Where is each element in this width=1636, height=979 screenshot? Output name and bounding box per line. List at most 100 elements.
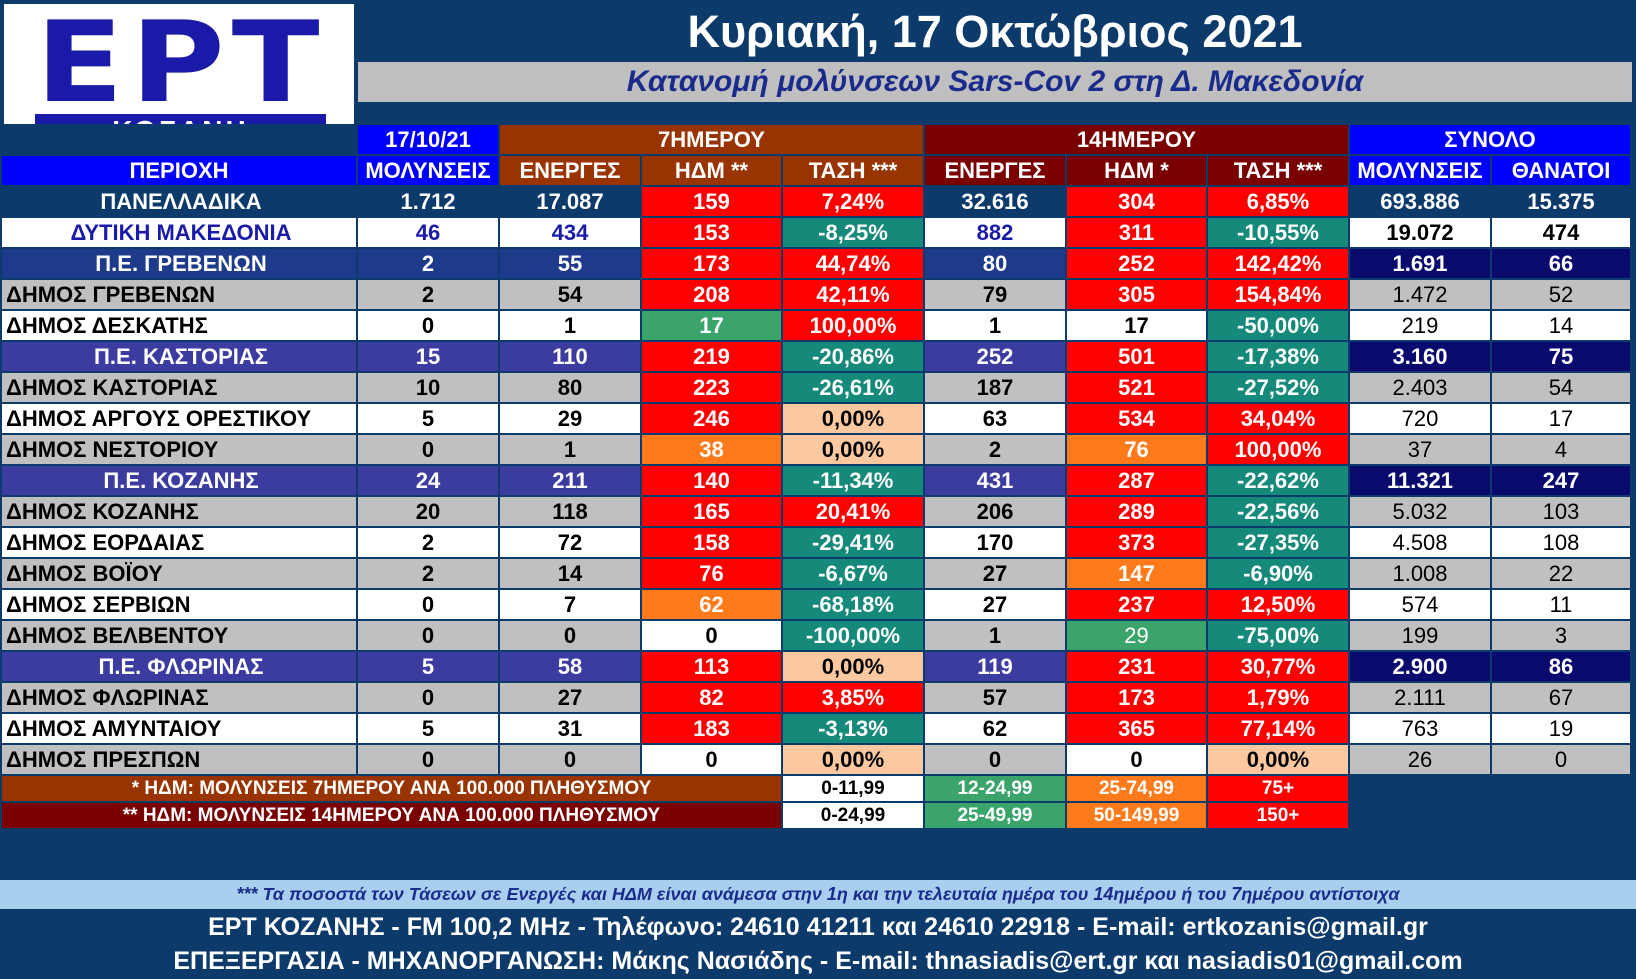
data-cell: 22 [1490,557,1632,590]
blank-cell [1349,775,1631,802]
data-cell: 27 [923,588,1067,621]
data-cell: 26 [1348,743,1492,776]
legend-range: 0-24,99 [781,801,925,830]
data-cell: 58 [498,650,642,683]
data-cell: 119 [923,650,1067,683]
data-cell: 72 [498,526,642,559]
col-header: ΗΔΜ * [1065,154,1208,187]
data-cell: 304 [1065,185,1208,218]
data-cell: 140 [640,464,783,497]
data-cell: 237 [1065,588,1208,621]
data-cell: 2 [356,526,500,559]
region-name: ΔΗΜΟΣ ΑΡΓΟΥΣ ΟΡΕΣΤΙΚΟΥ [0,402,358,435]
data-cell: 4 [1490,433,1632,466]
data-cell: 80 [923,247,1067,280]
col-header: ΗΔΜ ** [640,154,783,187]
blank-cell [1,124,357,155]
data-cell: 108 [1490,526,1632,559]
legend-label: ** ΗΔΜ: ΜΟΛΥΝΣΕΙΣ 14ΗΜΕΡΟΥ ΑΝΑ 100.000 Π… [0,801,783,830]
data-cell: 75 [1490,340,1632,373]
region-name: ΔΗΜΟΣ ΕΟΡΔΑΙΑΣ [0,526,358,559]
data-cell: 118 [498,495,642,528]
data-cell: 1 [923,619,1067,652]
region-name: ΔΗΜΟΣ ΣΕΡΒΙΩΝ [0,588,358,621]
blank-cell [1349,802,1631,829]
data-cell: 247 [1490,464,1632,497]
data-cell: -17,38% [1206,340,1350,373]
data-cell: 3,85% [781,681,925,714]
data-cell: 3.160 [1348,340,1492,373]
legend-range: 25-74,99 [1065,774,1208,803]
data-cell: 79 [923,278,1067,311]
data-cell: 15.375 [1490,185,1632,218]
data-cell: 206 [923,495,1067,528]
table-row: ΔΥΤΙΚΗ ΜΑΚΕΔΟΝΙΑ 46 434 153 -8,25% 882 311 -10,… [0,216,1632,249]
data-cell: -6,67% [781,557,925,590]
data-cell: 501 [1065,340,1208,373]
data-cell: 0,00% [1206,743,1350,776]
data-cell: 42,11% [781,278,925,311]
data-cell: 6,85% [1206,185,1350,218]
data-cell: 52 [1490,278,1632,311]
data-cell: 37 [1348,433,1492,466]
data-cell: 0 [356,619,500,652]
data-cell: 158 [640,526,783,559]
data-cell: -27,35% [1206,526,1350,559]
data-cell: -10,55% [1206,216,1350,249]
data-cell: 0 [1490,743,1632,776]
table-row: Π.Ε. ΦΛΩΡΙΝΑΣ 5 58 113 0,00% 119 231 30,77% 2.90… [0,650,1632,683]
region-name: ΔΗΜΟΣ ΒΟΪΟΥ [0,557,358,590]
data-cell: 0,00% [781,650,925,683]
data-cell: 231 [1065,650,1208,683]
table-row: ΔΗΜΟΣ ΕΟΡΔΑΙΑΣ 2 72 158 -29,41% 170 373 -27,35%… [0,526,1632,559]
data-cell: 11.321 [1348,464,1492,497]
data-cell: 77,14% [1206,712,1350,745]
covid-table: 17/10/21 7ΗΜΕΡΟΥ 14ΗΜΕΡΟΥ ΣΥΝΟΛΟ ΠΕΡΙΟΧΗ… [0,123,1632,830]
data-cell: 1 [498,433,642,466]
data-cell: 63 [923,402,1067,435]
data-cell: 20 [356,495,500,528]
data-cell: 534 [1065,402,1208,435]
col-header: ΜΟΛΥΝΣΕΙΣ [356,154,500,187]
data-cell: 219 [1348,309,1492,342]
data-cell: -3,13% [781,712,925,745]
data-cell: 170 [923,526,1067,559]
data-cell: 574 [1348,588,1492,621]
table-row: ΠΑΝΕΛΛΑΔΙΚΑ 1.712 17.087 159 7,24% 32.616 304 6… [0,185,1632,218]
data-cell: 159 [640,185,783,218]
data-cell: 365 [1065,712,1208,745]
legend-range: 75+ [1206,774,1350,803]
data-cell: 17.087 [498,185,642,218]
legend-row: * ΗΔΜ: ΜΟΛΥΝΣΕΙΣ 7ΗΜΕΡΟΥ ΑΝΑ 100.000 ΠΛΗ… [0,774,1631,803]
page-subtitle: Κατανομή μολύνσεων Sars-Cov 2 στη Δ. Μακ… [358,62,1632,102]
data-cell: 373 [1065,526,1208,559]
data-cell: 17 [1490,402,1632,435]
data-cell: 1.691 [1348,247,1492,280]
data-cell: 2 [923,433,1067,466]
data-cell: 24 [356,464,500,497]
data-cell: 14 [498,557,642,590]
data-cell: -20,86% [781,340,925,373]
data-cell: 44,74% [781,247,925,280]
data-cell: 5 [356,402,500,435]
data-cell: 173 [640,247,783,280]
data-cell: 46 [356,216,500,249]
data-cell: 223 [640,371,783,404]
data-cell: 5.032 [1348,495,1492,528]
data-cell: -29,41% [781,526,925,559]
column-header-row: ΠΕΡΙΟΧΗ ΜΟΛΥΝΣΕΙΣ ΕΝΕΡΓΕΣ ΗΔΜ ** ΤΑΣΗ **… [0,154,1632,187]
legend-range: 50-149,99 [1065,801,1208,830]
data-cell: 62 [923,712,1067,745]
data-cell: -22,56% [1206,495,1350,528]
group-header-row: 17/10/21 7ΗΜΕΡΟΥ 14ΗΜΕΡΟΥ ΣΥΝΟΛΟ [1,123,1632,156]
data-cell: 289 [1065,495,1208,528]
region-name: ΠΑΝΕΛΛΑΔΙΚΑ [0,185,358,218]
data-cell: -26,61% [781,371,925,404]
legend-range: 12-24,99 [923,774,1067,803]
data-cell: 246 [640,402,783,435]
data-cell: 252 [923,340,1067,373]
data-cell: 54 [498,278,642,311]
table-row: ΔΗΜΟΣ ΔΕΣΚΑΤΗΣ 0 1 17 100,00% 1 17 -50,00% 219 14 [0,309,1632,342]
data-cell: 211 [498,464,642,497]
table-row: ΔΗΜΟΣ ΠΡΕΣΠΩΝ 0 0 0 0,00% 0 0 0,00% 26 0 [0,743,1632,776]
